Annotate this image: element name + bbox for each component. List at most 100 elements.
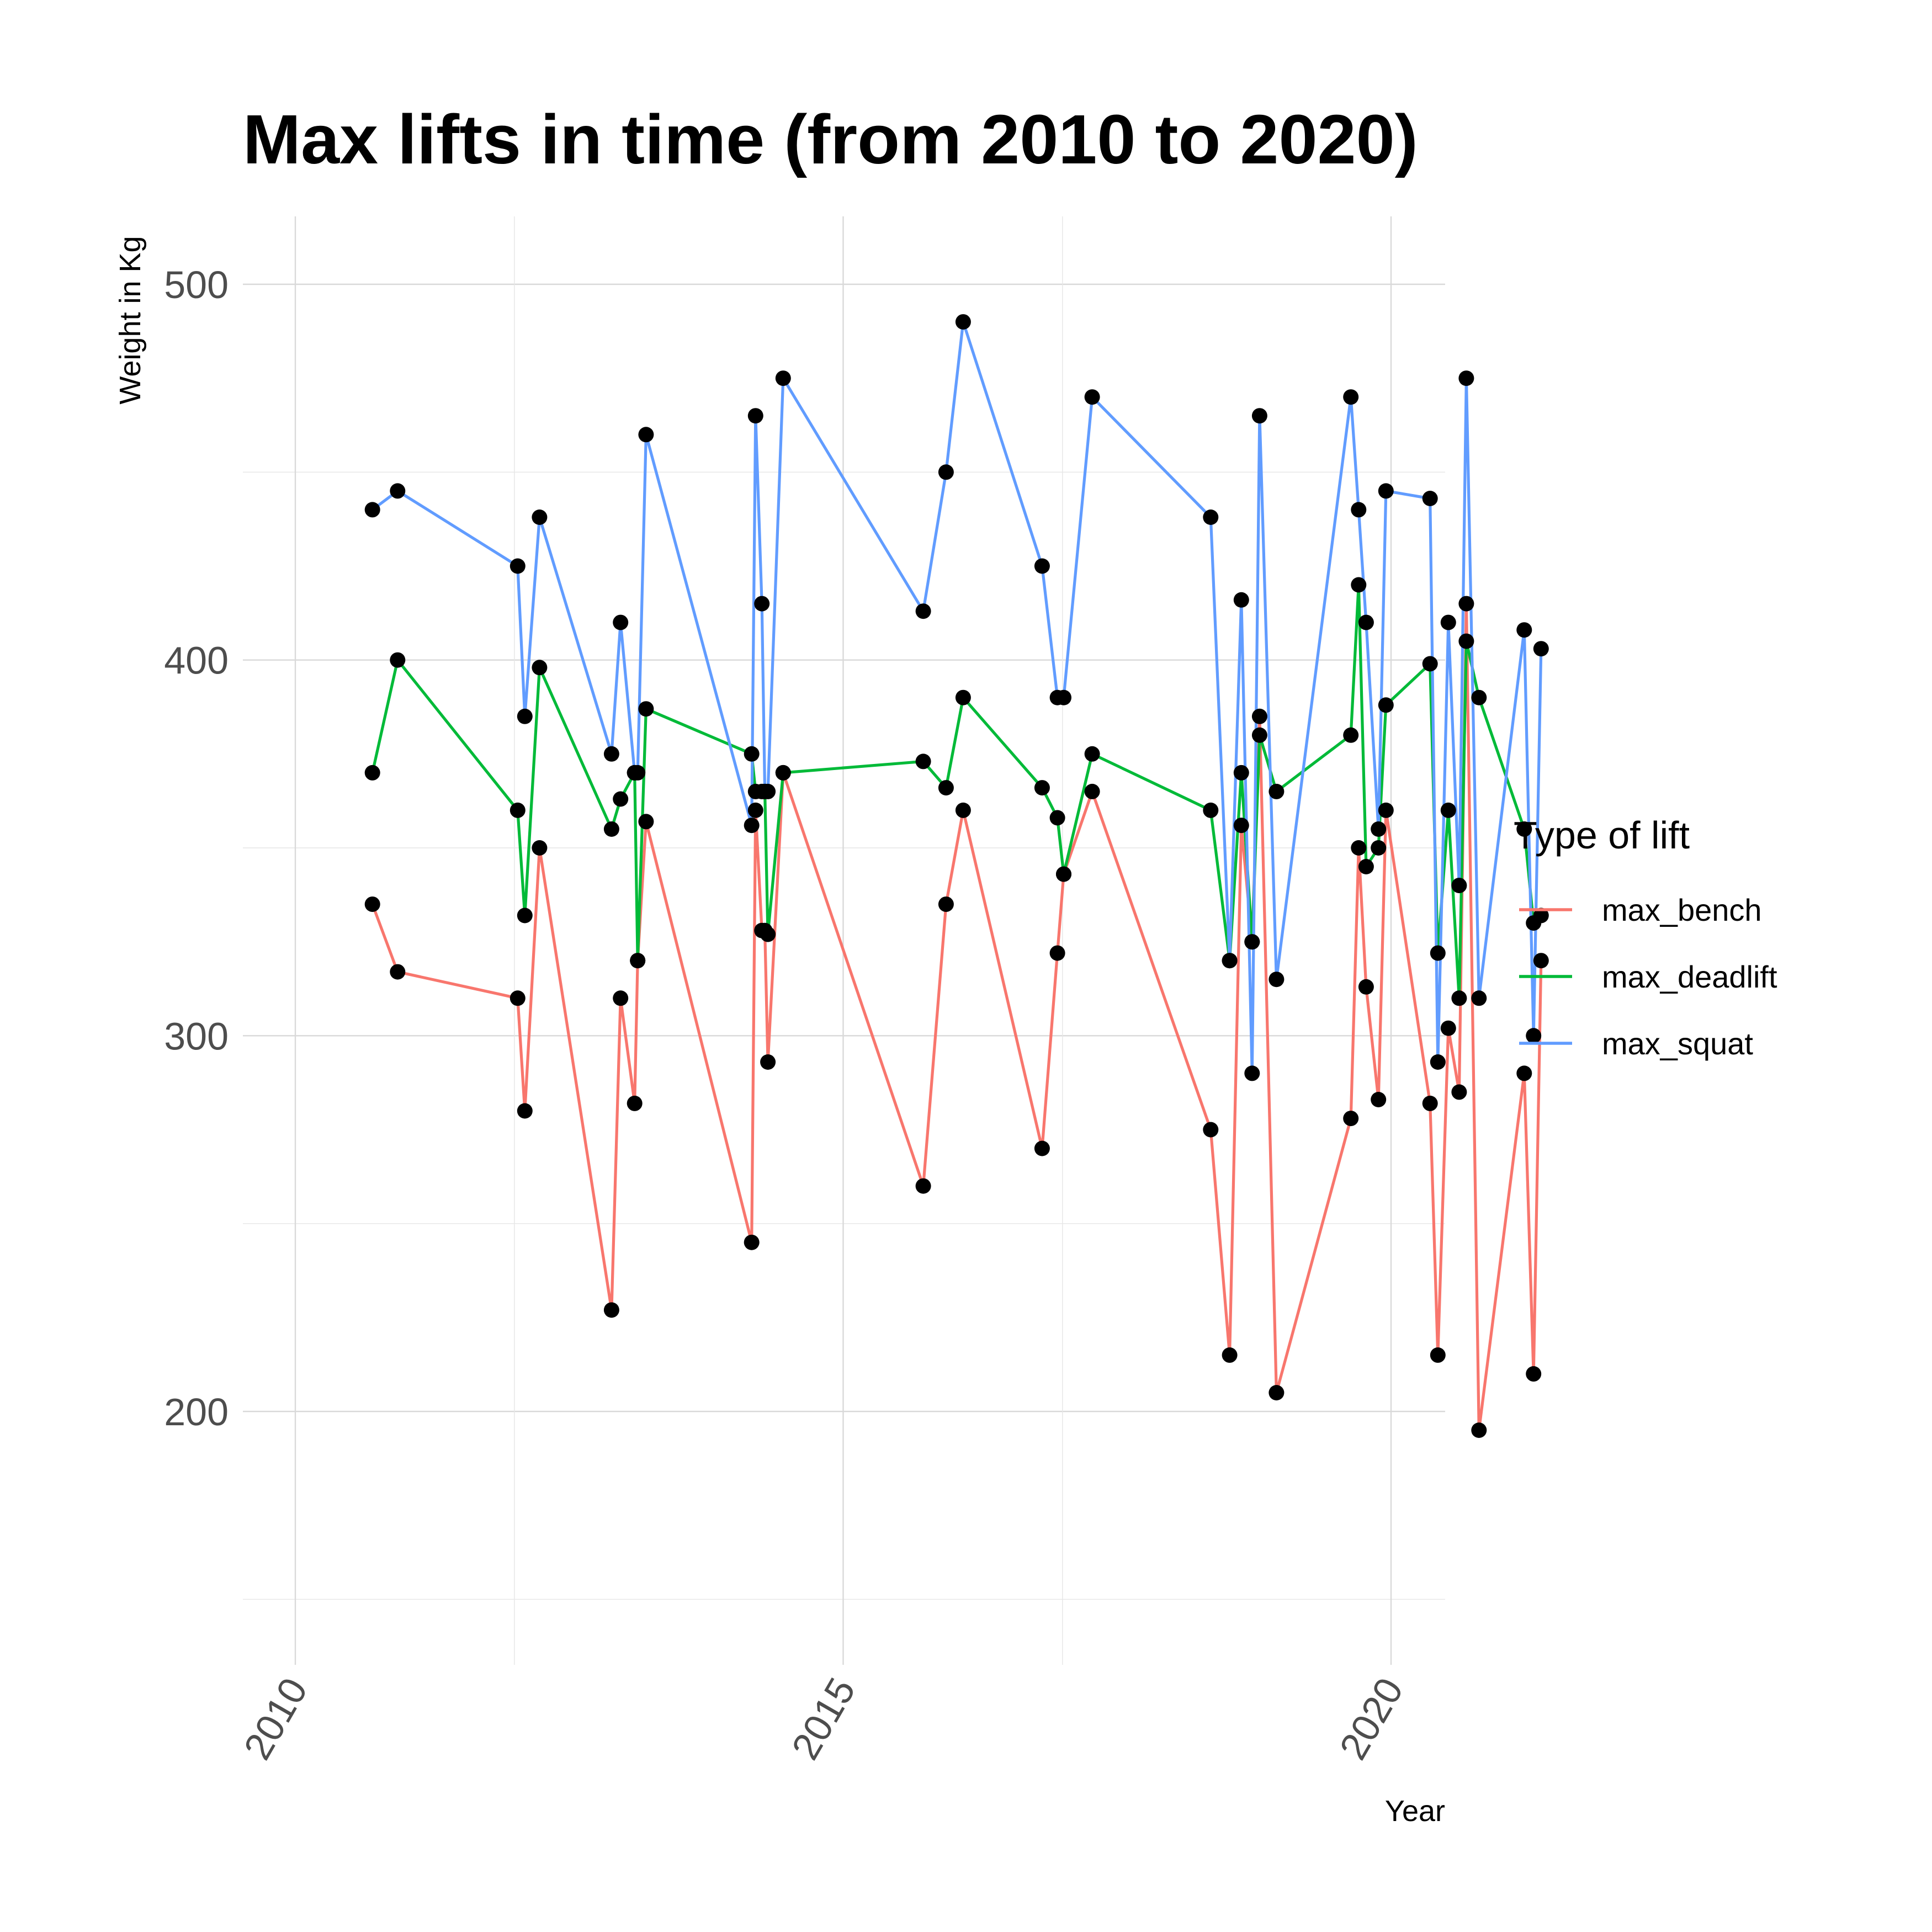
data-point-max-bench [744,1234,760,1250]
data-point-max-deadlift [1251,727,1267,743]
legend-label: max_deadlift [1602,959,1777,994]
data-point-max-squat [1034,558,1050,574]
data-point-max-deadlift [1471,689,1487,705]
data-point-max-squat [1440,614,1456,630]
data-point-max-deadlift [1343,727,1359,743]
data-point-max-squat [1351,502,1367,518]
y-tick-label: 400 [164,639,229,682]
data-point-max-squat [1251,408,1267,424]
data-point-max-deadlift [1458,633,1474,649]
data-point-max-bench [1351,840,1367,856]
data-point-max-bench [1222,1347,1238,1363]
data-point-max-bench [747,802,763,818]
data-point-max-bench [1343,1111,1359,1127]
data-point-max-deadlift [760,926,776,942]
data-point-max-bench [1458,596,1474,612]
data-point-max-squat [1233,592,1249,608]
data-point-max-deadlift [938,780,954,796]
data-point-max-squat [1203,509,1219,525]
data-point-max-squat [1371,821,1387,837]
data-point-max-deadlift [390,652,406,668]
data-point-max-squat [955,314,971,330]
data-point-max-squat [613,614,629,630]
data-point-max-deadlift [1440,802,1456,818]
data-point-max-deadlift [1049,810,1065,826]
y-tick-label: 500 [164,263,229,306]
data-point-max-deadlift [532,660,548,676]
data-point-max-bench [1430,1347,1446,1363]
x-axis-title: Year [1385,1795,1445,1828]
data-point-max-bench [532,840,548,856]
data-point-max-squat [1458,370,1474,386]
data-point-max-deadlift [955,689,971,705]
y-tick-label: 200 [164,1390,229,1434]
data-point-max-deadlift [744,746,760,762]
data-point-max-bench [955,802,971,818]
data-point-max-deadlift [1268,783,1285,799]
data-point-max-deadlift [1358,859,1374,874]
data-point-max-squat [1422,491,1438,506]
data-point-max-deadlift [364,765,380,781]
data-point-max-squat [1451,878,1467,894]
data-point-max-deadlift [1203,802,1219,818]
data-point-max-deadlift [1233,765,1249,781]
legend-label: max_squat [1602,1026,1753,1061]
data-point-max-squat [754,596,770,612]
data-point-max-deadlift [1351,577,1367,593]
data-point-max-bench [517,1103,533,1119]
data-point-max-squat [1056,689,1071,705]
data-point-max-squat [760,783,776,799]
data-point-max-squat [1526,1028,1542,1044]
data-point-max-deadlift [1430,945,1446,961]
data-point-max-deadlift [1378,697,1394,713]
data-point-max-deadlift [1451,990,1467,1006]
y-axis-ticks: 200 300 400 500 [164,263,229,1434]
data-point-max-bench [627,1095,643,1111]
legend: Type of lift max_bench max_deadlift max_sq… [1514,814,1777,1061]
data-point-max-deadlift [1371,840,1387,856]
data-point-max-squat [775,370,791,386]
data-point-max-squat [915,603,931,619]
data-point-max-bench [1526,1366,1542,1382]
data-point-max-bench [364,896,380,912]
data-point-max-bench [1471,1423,1487,1438]
data-point-max-deadlift [517,907,533,923]
data-points [364,314,1549,1438]
data-point-max-squat [1471,990,1487,1006]
data-point-max-deadlift [509,802,526,818]
data-point-max-squat [938,464,954,480]
data-point-max-squat [1378,483,1394,499]
data-point-max-squat [1533,641,1549,657]
data-point-max-squat [509,558,526,574]
data-point-max-bench [509,990,526,1006]
data-point-max-deadlift [630,953,646,969]
data-point-max-deadlift [1516,821,1532,837]
data-point-max-squat [1343,389,1359,405]
data-point-max-deadlift [1084,746,1100,762]
data-point-max-bench [1233,818,1249,834]
legend-title: Type of lift [1514,814,1690,857]
y-tick-label: 300 [164,1015,229,1058]
data-point-max-bench [1516,1065,1532,1081]
data-point-max-squat [1084,389,1100,405]
chart-title: Max lifts in time (from 2010 to 2020) [243,100,1418,178]
data-point-max-squat [1358,614,1374,630]
data-point-max-bench [1084,783,1100,799]
data-point-max-deadlift [1422,656,1438,672]
legend-label: max_bench [1602,893,1762,927]
data-point-max-squat [630,765,646,781]
data-point-max-bench [1378,802,1394,818]
data-point-max-bench [1451,1084,1467,1100]
data-point-max-deadlift [613,791,629,807]
data-point-max-bench [603,1302,619,1318]
data-point-max-deadlift [1244,934,1260,950]
data-point-max-deadlift [1533,907,1549,923]
data-point-max-squat [1222,953,1238,969]
data-point-max-squat [638,427,654,443]
data-point-max-bench [1440,1020,1456,1036]
data-point-max-squat [364,502,380,518]
grid-lines [243,216,1445,1665]
data-point-max-squat [1268,972,1285,988]
data-point-max-bench [1533,953,1549,969]
